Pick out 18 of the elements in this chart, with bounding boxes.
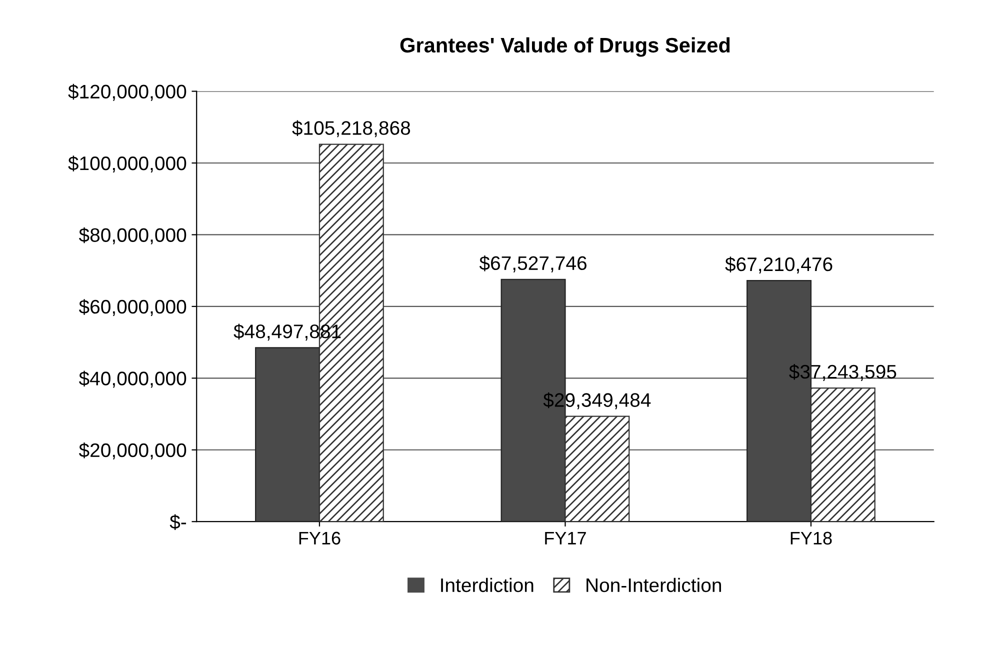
y-tick-label: $20,000,000 — [78, 442, 186, 460]
x-tick-label: FY16 — [299, 532, 340, 545]
x-tick-label: FY18 — [790, 532, 832, 545]
y-tick-label: $100,000,000 — [68, 156, 186, 173]
text: $67,527,746 — [479, 255, 586, 272]
text: $67,210,476 — [725, 256, 832, 274]
y-tick-label: $120,000,000 — [68, 84, 186, 101]
x-tick-label: FY17 — [545, 532, 586, 544]
y-tick-label: $- — [170, 514, 186, 530]
chart-title: Grantees' Valude of Drugs Seized — [400, 37, 730, 57]
text: $105,218,868 — [292, 120, 410, 138]
y-tick-label: $60,000,000 — [78, 299, 186, 316]
bar — [810, 387, 876, 522]
legend-label: Interdiction — [441, 578, 534, 592]
y-tick-label: $80,000,000 — [78, 227, 186, 244]
bar — [564, 416, 630, 522]
legend-label: Non-Interdiction — [586, 578, 721, 592]
y-tick-label: $40,000,000 — [78, 370, 186, 388]
